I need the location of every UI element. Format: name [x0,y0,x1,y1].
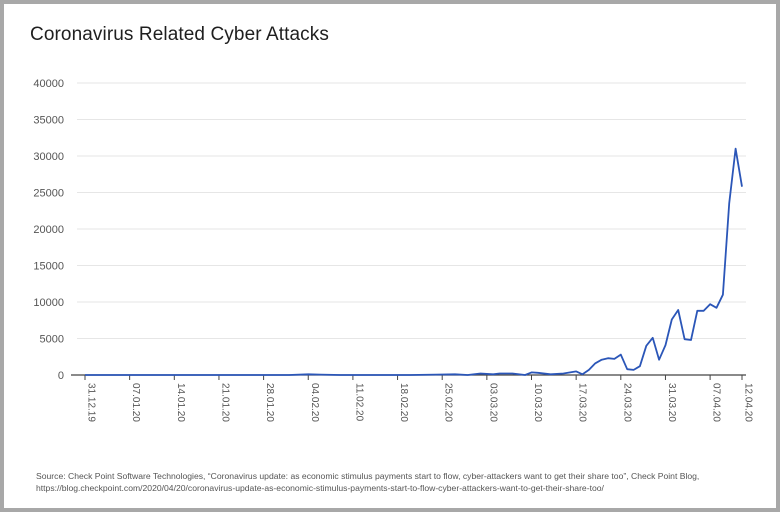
line-chart: 0 5000 10000 15000 20000 25000 30000 35000 40000… [33,78,754,422]
gridlines [77,82,746,339]
x-tick-label: 28.01.20 [264,383,275,422]
x-tick-label: 24.03.20 [621,383,632,422]
x-tick-label: 21.01.20 [219,383,230,422]
chart-title: Coronavirus Related Cyber Attacks [30,24,329,45]
x-tick-label: 07.04.20 [711,383,722,422]
x-tick-label: 11.02.20 [353,383,364,422]
y-tick-label: 30000 [33,151,64,163]
x-tick-label: 25.02.20 [443,383,454,422]
x-axis-ticks: 31.12.19 07.01.20 14.01.20 21.01.20 28.01.20… [84,375,754,422]
y-tick-label: 25000 [33,188,64,200]
y-tick-label: 10000 [33,297,64,309]
x-tick-label: 07.01.20 [130,383,141,422]
y-tick-label: 40000 [33,78,64,90]
x-tick-label: 31.03.20 [666,383,677,422]
x-tick-label: 12.04.20 [743,383,754,422]
y-tick-label: 20000 [33,224,64,236]
x-tick-label: 04.02.20 [309,383,320,422]
series-line-attacks [85,147,743,376]
y-tick-label: 5000 [40,334,64,346]
y-tick-label: 15000 [33,261,64,273]
x-tick-label: 18.02.20 [398,383,409,422]
y-axis-ticks: 0 5000 10000 15000 20000 25000 30000 35000 40000 [33,78,64,382]
x-tick-label: 31.12.19 [86,383,97,422]
x-tick-label: 17.03.20 [577,383,588,422]
y-tick-label: 0 [58,370,64,382]
x-tick-label: 03.03.20 [487,383,498,422]
x-tick-label: 10.03.20 [532,383,543,422]
source-note: Source: Check Point Software Technologie… [36,471,700,493]
x-tick-label: 14.01.20 [175,383,186,422]
y-tick-label: 35000 [33,115,64,127]
